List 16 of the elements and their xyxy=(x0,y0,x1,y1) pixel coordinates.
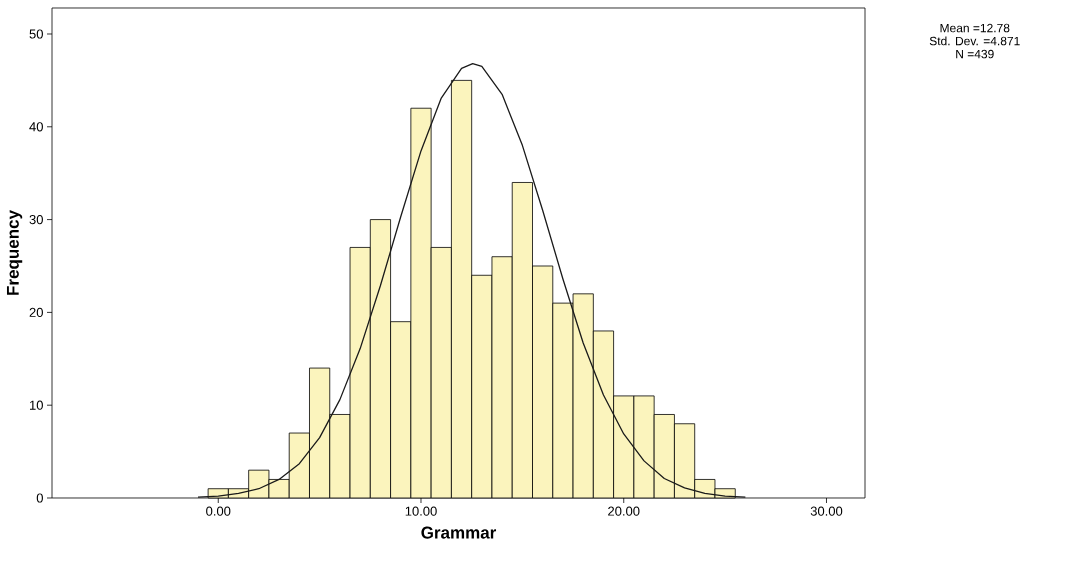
y-tick-label: 0 xyxy=(36,493,43,503)
text: N =439 xyxy=(956,49,994,59)
y-tick-label: 20 xyxy=(29,307,43,317)
x-tick-label: 30.00 xyxy=(810,506,843,516)
y-tick-label: 50 xyxy=(29,29,43,39)
x-tick-label: 0.00 xyxy=(206,506,231,516)
text: Mean =12.78 xyxy=(940,23,1010,33)
y-tick-label: 30 xyxy=(29,214,43,225)
line-series xyxy=(197,63,747,498)
x-axis-title: Grammar xyxy=(421,526,497,539)
y-tick-label: 40 xyxy=(29,122,43,132)
y-tick-label: 10 xyxy=(30,400,43,410)
text: Std. Dev. =4.871 xyxy=(929,36,1020,46)
y-axis-title: Frequency xyxy=(6,210,23,295)
x-tick-label: 20.00 xyxy=(608,506,640,516)
x-tick-label: 10.00 xyxy=(405,506,437,516)
